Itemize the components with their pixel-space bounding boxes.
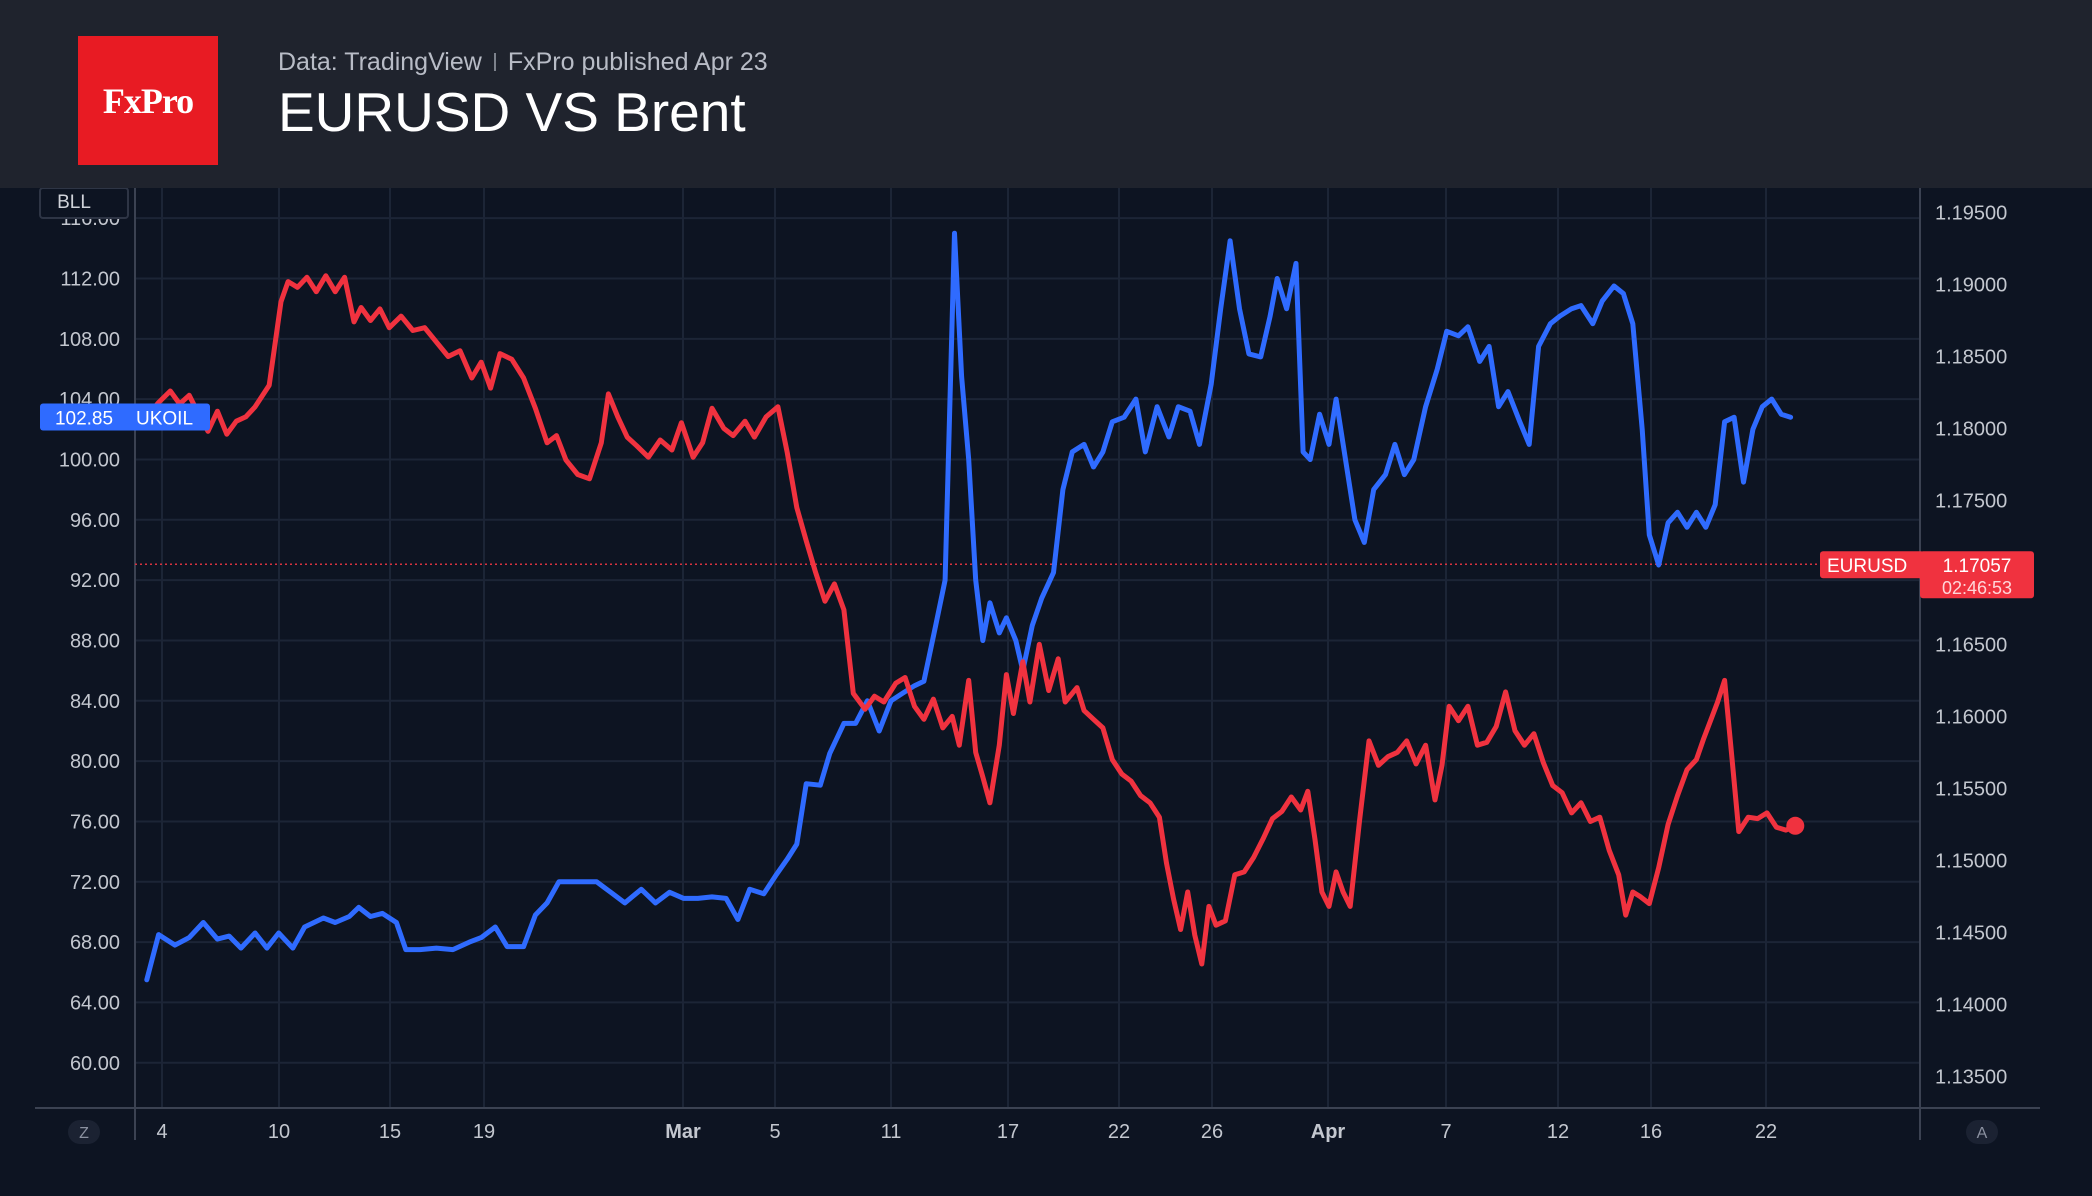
scale-button-z[interactable]: [68, 1120, 100, 1144]
right-tick-label: 1.15000: [1935, 850, 2007, 872]
x-tick-label: 5: [769, 1121, 780, 1143]
published-note: FxPro published Apr 23: [507, 48, 768, 76]
right-tick-label: 1.17500: [1935, 490, 2007, 512]
x-tick-label: 16: [1640, 1121, 1662, 1143]
chart-header: FxPro Data: TradingView FxPro published A…: [0, 0, 2092, 188]
series-lines: [144, 230, 1805, 983]
subtitle: Data: TradingView FxPro published Apr 23: [278, 48, 768, 77]
left-tick-label: 84.00: [70, 691, 120, 713]
axes: [35, 188, 2040, 1140]
right-tick-label: 1.19000: [1935, 274, 2007, 296]
x-tick-label: 22: [1108, 1121, 1130, 1143]
right-tick-label: 1.14500: [1935, 922, 2007, 944]
x-tick-label: Apr: [1311, 1121, 1346, 1143]
left-tick-label: 108.00: [59, 329, 120, 351]
ukoil-price-badge: [40, 403, 210, 431]
series-line-eurusd: [144, 273, 1798, 967]
right-tick-label: 1.13500: [1935, 1066, 2007, 1088]
auto-scale-button-label: A: [1977, 1125, 1988, 1142]
x-tick-label: 19: [473, 1121, 495, 1143]
right-tick-label: 1.18000: [1935, 418, 2007, 440]
chart: 116.00112.00108.00104.00100.0096.0092.00…: [35, 188, 2040, 1144]
left-tick-label: 80.00: [70, 751, 120, 773]
axis-tag-box[interactable]: [39, 188, 129, 219]
right-tick-label: 1.15500: [1935, 778, 2007, 800]
eurusd-name-badge: [1820, 551, 1924, 579]
x-tick-label: 12: [1547, 1121, 1569, 1143]
x-tick-label: 15: [379, 1121, 401, 1143]
eurusd-series-label: EURUSD: [1827, 556, 1907, 577]
eurusd-last-dot: [1786, 816, 1805, 835]
x-tick-label: 11: [881, 1121, 902, 1143]
data-source: Data: TradingView: [278, 48, 482, 76]
left-tick-label: 76.00: [70, 811, 120, 833]
right-tick-label: 1.16000: [1935, 706, 2007, 728]
eurusd-price-badge: [1920, 551, 2034, 599]
right-tick-label: 1.19500: [1935, 202, 2007, 224]
left-tick-label: 68.00: [70, 932, 120, 954]
axis-labels: 116.00112.00108.00104.00100.0096.0092.00…: [39, 188, 2034, 1144]
chart-title: EURUSD VS Brent: [278, 81, 746, 143]
scale-button-z-label: Z: [79, 1125, 89, 1142]
right-tick-label: 1.18500: [1935, 346, 2007, 368]
left-tick-label: 72.00: [70, 872, 120, 894]
x-tick-label: Mar: [665, 1121, 701, 1143]
auto-scale-button[interactable]: [1966, 1120, 1998, 1144]
left-tick-label: 64.00: [70, 992, 120, 1014]
left-tick-label: 92.00: [70, 570, 120, 592]
left-tick-label: 112.00: [60, 268, 120, 290]
x-tick-label: 4: [156, 1121, 167, 1143]
x-tick-label: 26: [1201, 1121, 1223, 1143]
left-tick-label: 100.00: [59, 449, 120, 471]
left-tick-label: 96.00: [70, 510, 120, 532]
x-tick-label: 7: [1440, 1121, 1451, 1143]
series-line-ukoil: [144, 230, 1794, 983]
axis-tag-label: BLL: [57, 192, 91, 213]
x-tick-label: 17: [997, 1121, 1019, 1143]
left-tick-label: 88.00: [70, 630, 120, 652]
fxpro-logo: FxPro: [78, 36, 218, 165]
left-tick-label: 60.00: [70, 1053, 120, 1075]
right-tick-label: 1.14000: [1935, 994, 2007, 1016]
ukoil-price-value: 102.85: [55, 408, 113, 429]
eurusd-countdown: 02:46:53: [1942, 578, 2012, 598]
separator: [493, 53, 496, 71]
x-tick-label: 22: [1755, 1121, 1777, 1143]
right-tick-label: 1.16500: [1935, 634, 2007, 656]
x-tick-label: 10: [268, 1121, 290, 1143]
ukoil-series-label: UKOIL: [136, 408, 193, 429]
eurusd-price-value: 1.17057: [1943, 556, 2012, 577]
